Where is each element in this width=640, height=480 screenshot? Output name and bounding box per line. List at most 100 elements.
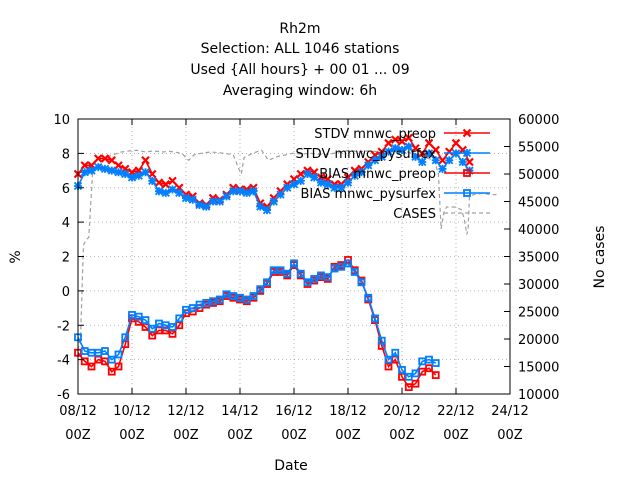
data-point	[141, 155, 150, 165]
data-point	[269, 197, 278, 206]
data-point	[80, 168, 89, 177]
y2-tick-label: 55000	[518, 141, 559, 156]
legend-label-stdv-mnwc-pysurfex: STDV mnwc_pysurfex	[295, 147, 436, 162]
data-point	[147, 169, 157, 179]
data-point	[364, 161, 373, 170]
data-point	[80, 357, 89, 366]
data-point	[384, 138, 393, 148]
data-point	[424, 138, 434, 148]
data-point	[438, 155, 447, 165]
series-bias-mnwc-pysurfex	[74, 259, 440, 381]
data-point	[202, 202, 211, 211]
data-point	[188, 195, 197, 204]
legend-marker-stdv-mnwc-preop	[462, 128, 472, 138]
data-point	[337, 183, 346, 192]
data-point	[377, 152, 386, 161]
x-tick-label: 12/12	[167, 404, 204, 419]
data-point	[350, 268, 359, 276]
data-point	[370, 156, 380, 165]
data-point	[134, 171, 143, 180]
data-point	[127, 173, 137, 182]
data-point	[411, 152, 420, 161]
x-tick-label-hour: 00Z	[119, 428, 145, 443]
data-point	[168, 185, 177, 194]
data-point	[417, 149, 427, 158]
data-point	[215, 295, 224, 304]
data-point	[444, 147, 454, 156]
data-point	[161, 188, 170, 198]
y-tick-label: -6	[57, 388, 70, 403]
data-point	[384, 147, 393, 156]
data-point	[303, 169, 312, 179]
x-tick-label: 18/12	[329, 404, 366, 419]
data-point	[431, 156, 440, 165]
x-tick-label-hour: 00Z	[281, 428, 307, 443]
data-point	[263, 278, 271, 287]
x-tick-label: 16/12	[275, 404, 312, 419]
y2-tick-label: 40000	[518, 223, 559, 238]
data-point	[425, 364, 433, 373]
data-point	[404, 142, 413, 151]
data-point	[465, 157, 474, 167]
data-point	[168, 176, 177, 186]
x-tick-label-hour: 00Z	[65, 428, 91, 443]
y2-tick-label: 45000	[518, 196, 559, 211]
data-point	[121, 169, 130, 179]
data-point	[397, 137, 407, 146]
data-point	[222, 192, 231, 201]
data-point	[350, 171, 359, 180]
data-point	[283, 183, 292, 192]
series-cases	[77, 149, 500, 351]
y2-tick-label: 30000	[518, 278, 559, 293]
y-tick-label: 8	[62, 147, 70, 162]
data-point	[100, 154, 110, 163]
y-tick-label: -2	[57, 319, 70, 334]
legend-label-stdv-mnwc-preop: STDV mnwc_preop	[314, 127, 436, 142]
data-point	[148, 324, 157, 333]
x-tick-label: 08/12	[59, 404, 96, 419]
data-point	[411, 369, 420, 378]
data-point	[357, 168, 366, 177]
data-point	[397, 145, 407, 155]
series-stdv-mnwc-pysurfex	[73, 142, 474, 215]
data-point	[398, 366, 406, 374]
title-line-4: Averaging window: 6h	[223, 83, 377, 99]
legend-marker-stdv-mnwc-pysurfex	[462, 148, 472, 158]
data-point	[391, 348, 400, 357]
data-point	[168, 323, 177, 331]
data-point	[249, 187, 258, 196]
data-point	[141, 168, 150, 177]
data-point	[316, 178, 326, 187]
data-point	[343, 178, 353, 187]
x-tick-label: 20/12	[383, 404, 420, 419]
data-point	[107, 166, 116, 175]
x-tick-label: 22/12	[437, 404, 474, 419]
data-point	[94, 162, 103, 172]
x-tick-label-hour: 00Z	[497, 428, 523, 443]
data-point	[445, 156, 454, 165]
x-tick-label: 10/12	[113, 404, 150, 419]
data-point	[141, 316, 150, 324]
x-tick-label-hour: 00Z	[227, 428, 253, 443]
y2-tick-label: 10000	[518, 388, 559, 403]
data-point	[101, 347, 109, 355]
data-point	[377, 336, 386, 345]
legend-marker-bias-mnwc-pysurfex	[463, 189, 471, 197]
legend-label-cases: CASES	[393, 207, 436, 222]
data-point	[276, 190, 285, 199]
data-point	[235, 187, 245, 196]
data-point	[175, 314, 184, 323]
data-point	[384, 355, 393, 364]
y-tick-label: 10	[53, 113, 70, 128]
data-point	[154, 187, 164, 196]
y-tick-label: 0	[62, 285, 70, 300]
data-point	[262, 205, 272, 215]
data-point	[114, 168, 123, 177]
data-point	[431, 359, 440, 367]
data-point	[296, 169, 306, 179]
data-point	[431, 145, 441, 155]
data-point	[229, 187, 238, 196]
grid	[78, 119, 510, 394]
data-point	[154, 178, 164, 187]
